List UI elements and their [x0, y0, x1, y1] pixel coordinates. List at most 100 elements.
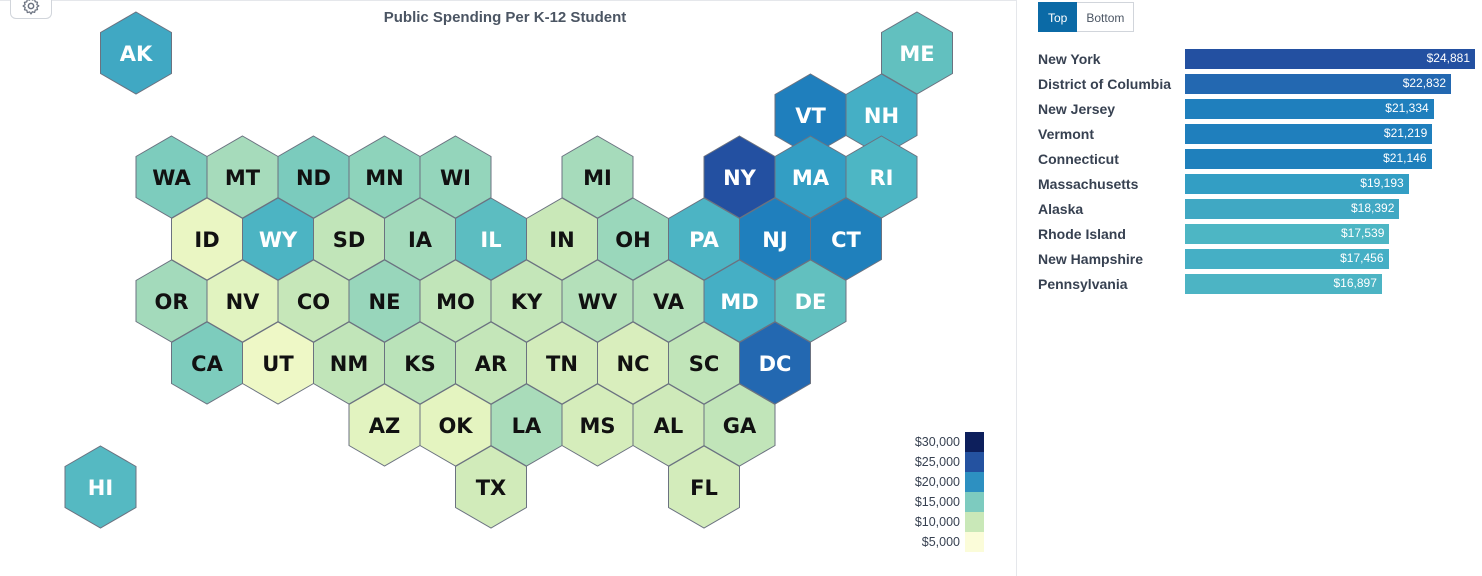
ranking-bar-value: $22,832 — [1402, 76, 1447, 90]
state-label: OH — [615, 228, 650, 252]
state-hex-nd[interactable]: ND — [277, 135, 350, 219]
state-label: AR — [475, 352, 507, 376]
top-border — [0, 0, 1016, 1]
state-hex-md[interactable]: MD — [703, 259, 776, 343]
legend-label: $5,000 — [922, 535, 960, 549]
state-hex-wi[interactable]: WI — [419, 135, 492, 219]
state-label: CO — [297, 290, 330, 314]
state-label: PA — [689, 228, 719, 252]
state-label: GA — [723, 414, 757, 438]
legend-swatch — [965, 492, 984, 512]
state-label: MA — [792, 166, 830, 190]
state-label: VA — [653, 290, 685, 314]
state-hex-in[interactable]: IN — [526, 197, 598, 281]
ranking-state-name: Rhode Island — [1038, 226, 1126, 242]
ranking-state-name: Connecticut — [1038, 151, 1119, 167]
ranking-bar-value: $24,881 — [1426, 51, 1470, 65]
state-hex-al[interactable]: AL — [632, 383, 705, 467]
state-label: IA — [408, 228, 433, 252]
ranking-bar-value: $16,897 — [1333, 276, 1377, 290]
legend-label: $10,000 — [915, 515, 960, 529]
state-label: NM — [330, 352, 368, 376]
state-hex-sc[interactable]: SC — [668, 321, 740, 405]
legend-swatch — [965, 532, 984, 552]
state-hex-hi[interactable]: HI — [64, 445, 137, 529]
state-hex-tx[interactable]: TX — [455, 445, 527, 529]
state-label: NH — [864, 104, 899, 128]
state-label: MN — [365, 166, 403, 190]
state-label: FL — [690, 476, 718, 500]
state-label: TN — [546, 352, 578, 376]
state-label: CA — [191, 352, 223, 376]
state-hex-il[interactable]: IL — [455, 197, 527, 281]
state-label: SC — [689, 352, 720, 376]
state-label: DE — [795, 290, 827, 314]
tab-top[interactable]: Top — [1038, 2, 1078, 32]
state-hex-mo[interactable]: MO — [419, 259, 492, 343]
settings-button[interactable] — [10, 0, 52, 19]
state-hex-oh[interactable]: OH — [597, 197, 669, 281]
state-hex-ks[interactable]: KS — [384, 321, 456, 405]
state-label: UT — [262, 352, 294, 376]
state-label: WY — [259, 228, 298, 252]
state-hex-nm[interactable]: NM — [313, 321, 385, 405]
state-hex-me[interactable]: ME — [881, 11, 953, 95]
ranking-state-name: New Jersey — [1038, 101, 1116, 117]
state-label: KY — [511, 290, 543, 314]
state-hex-ne[interactable]: NE — [348, 259, 421, 343]
state-hex-va[interactable]: VA — [632, 259, 705, 343]
state-hex-tn[interactable]: TN — [526, 321, 598, 405]
state-hex-ct[interactable]: CT — [810, 197, 882, 281]
state-hex-wv[interactable]: WV — [561, 259, 634, 343]
state-label: NY — [723, 166, 757, 190]
state-hex-nh[interactable]: NH — [845, 73, 918, 157]
state-hex-nv[interactable]: NV — [206, 259, 279, 343]
ranking-bar-value: $18,392 — [1351, 201, 1395, 215]
state-label: IL — [480, 228, 501, 252]
legend-label: $20,000 — [915, 475, 960, 489]
state-hex-shape[interactable] — [100, 11, 172, 95]
state-label: ID — [194, 228, 219, 252]
state-label: TX — [476, 476, 507, 500]
ranking-bar-value: $17,539 — [1341, 226, 1385, 240]
state-hex-ny[interactable]: NY — [703, 135, 776, 219]
ranking-bar: $21,146 — [1185, 149, 1432, 169]
legend-swatch — [965, 512, 984, 532]
state-hex-mi[interactable]: MI — [561, 135, 634, 219]
state-hex-shape[interactable] — [64, 445, 137, 529]
state-hex-shape[interactable] — [668, 445, 740, 529]
state-hex-de[interactable]: DE — [774, 259, 847, 343]
ranking-state-name: New Hampshire — [1038, 251, 1144, 267]
state-label: MI — [583, 166, 612, 190]
state-label: ME — [899, 42, 934, 66]
state-hex-ky[interactable]: KY — [490, 259, 563, 343]
tab-bottom[interactable]: Bottom — [1077, 2, 1135, 32]
legend-label: $15,000 — [915, 495, 960, 509]
state-label: KS — [404, 352, 435, 376]
state-hex-mt[interactable]: MT — [206, 135, 279, 219]
state-hex-pa[interactable]: PA — [668, 197, 740, 281]
state-hex-sd[interactable]: SD — [313, 197, 385, 281]
state-label: OR — [154, 290, 188, 314]
ranking-bar: $22,832 — [1185, 74, 1452, 94]
ranking-bar: $18,392 — [1185, 199, 1400, 219]
state-label: OK — [438, 414, 473, 438]
state-label: LA — [512, 414, 542, 438]
ranking-bar-value: $21,219 — [1383, 126, 1428, 140]
state-hex-id[interactable]: ID — [171, 197, 243, 281]
ranking-bar-value: $17,456 — [1340, 251, 1384, 265]
color-legend: $30,000 $25,000 $20,000 $15,000 $10,000 $5,00… — [915, 432, 984, 552]
state-hex-fl[interactable]: FL — [668, 445, 740, 529]
ranking-bar-value: $19,193 — [1360, 176, 1404, 190]
legend-swatch — [965, 452, 984, 472]
state-hex-ak[interactable]: AK — [100, 11, 172, 95]
ranking-bar: $24,881 — [1185, 49, 1475, 69]
state-label: MS — [579, 414, 615, 438]
state-hex-ms[interactable]: MS — [561, 383, 634, 467]
state-hex-shape[interactable] — [455, 445, 527, 529]
state-hex-ri[interactable]: RI — [845, 135, 918, 219]
state-hex-az[interactable]: AZ — [348, 383, 421, 467]
state-hex-la[interactable]: LA — [490, 383, 563, 467]
state-hex-co[interactable]: CO — [277, 259, 350, 343]
gear-icon — [22, 0, 40, 15]
